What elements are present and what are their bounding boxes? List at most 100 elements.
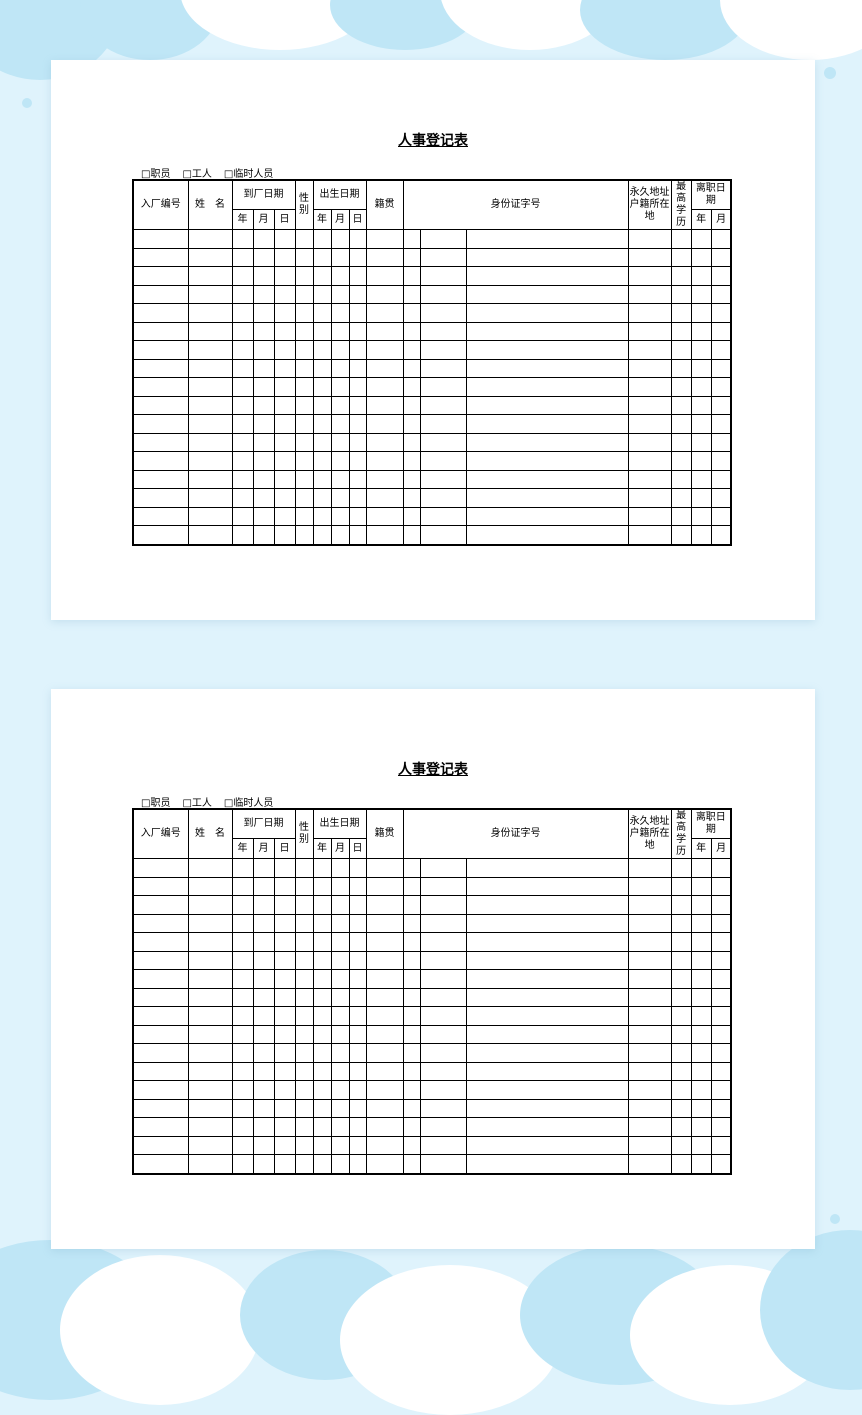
table-cell[interactable] [348,950,367,970]
table-cell[interactable] [187,1117,233,1137]
table-cell[interactable] [187,506,233,526]
table-cell[interactable] [132,469,189,489]
table-cell[interactable] [710,876,732,896]
table-cell[interactable] [627,377,672,397]
table-cell[interactable] [231,1117,254,1137]
table-cell[interactable] [365,506,404,526]
table-cell[interactable] [187,525,233,545]
table-cell[interactable] [710,321,732,341]
checkbox-option[interactable]: □临时人员 [223,169,274,180]
table-cell[interactable] [273,987,296,1007]
table-cell[interactable] [690,987,712,1007]
table-cell[interactable] [670,414,692,434]
table-cell[interactable] [132,932,189,952]
table-cell[interactable] [294,488,314,508]
table-cell[interactable] [690,895,712,915]
table-cell[interactable] [465,266,629,286]
table-cell[interactable] [312,950,332,970]
table-cell[interactable] [312,506,332,526]
table-cell[interactable] [348,987,367,1007]
table-cell[interactable] [365,858,404,878]
table-cell[interactable] [252,266,275,286]
table-cell[interactable] [273,1098,296,1118]
table-cell[interactable] [402,876,421,896]
table-cell[interactable] [402,950,421,970]
table-cell[interactable] [710,451,732,471]
table-cell[interactable] [627,321,672,341]
table-cell[interactable] [187,1061,233,1081]
table-cell[interactable] [231,414,254,434]
table-cell[interactable] [402,340,421,360]
table-cell[interactable] [252,340,275,360]
table-cell[interactable] [402,1024,421,1044]
table-cell[interactable] [294,506,314,526]
table-cell[interactable] [690,432,712,452]
table-cell[interactable] [710,1043,732,1063]
table-cell[interactable] [627,340,672,360]
table-cell[interactable] [365,1117,404,1137]
table-cell[interactable] [670,1154,692,1174]
table-cell[interactable] [273,1024,296,1044]
table-cell[interactable] [670,506,692,526]
table-cell[interactable] [348,377,367,397]
table-cell[interactable] [710,284,732,304]
table-cell[interactable] [627,395,672,415]
table-cell[interactable] [365,876,404,896]
table-cell[interactable] [294,525,314,545]
table-cell[interactable] [294,932,314,952]
table-cell[interactable] [670,950,692,970]
table-cell[interactable] [348,488,367,508]
table-cell[interactable] [312,1061,332,1081]
table-cell[interactable] [627,303,672,323]
table-cell[interactable] [273,913,296,933]
table-cell[interactable] [187,969,233,989]
table-cell[interactable] [330,451,350,471]
table-cell[interactable] [187,395,233,415]
table-cell[interactable] [312,247,332,267]
table-cell[interactable] [348,858,367,878]
table-cell[interactable] [252,969,275,989]
table-cell[interactable] [312,1098,332,1118]
table-cell[interactable] [365,266,404,286]
table-cell[interactable] [312,525,332,545]
table-cell[interactable] [312,321,332,341]
table-cell[interactable] [330,969,350,989]
table-cell[interactable] [348,1080,367,1100]
table-cell[interactable] [348,303,367,323]
table-cell[interactable] [402,469,421,489]
table-cell[interactable] [670,858,692,878]
table-cell[interactable] [710,913,732,933]
table-cell[interactable] [294,1117,314,1137]
table-cell[interactable] [402,395,421,415]
table-cell[interactable] [273,414,296,434]
table-cell[interactable] [670,932,692,952]
table-cell[interactable] [252,858,275,878]
table-cell[interactable] [273,303,296,323]
table-cell[interactable] [294,1098,314,1118]
table-cell[interactable] [330,1061,350,1081]
table-cell[interactable] [465,469,629,489]
table-cell[interactable] [252,1135,275,1155]
table-cell[interactable] [187,1135,233,1155]
table-cell[interactable] [294,451,314,471]
table-cell[interactable] [710,1024,732,1044]
table-cell[interactable] [465,358,629,378]
table-cell[interactable] [312,303,332,323]
table-cell[interactable] [627,1098,672,1118]
table-cell[interactable] [294,303,314,323]
table-cell[interactable] [465,1024,629,1044]
table-cell[interactable] [252,1098,275,1118]
table-cell[interactable] [187,432,233,452]
table-cell[interactable] [348,969,367,989]
table-cell[interactable] [231,266,254,286]
table-cell[interactable] [294,1080,314,1100]
table-cell[interactable] [132,340,189,360]
table-cell[interactable] [419,358,467,378]
table-cell[interactable] [402,1061,421,1081]
table-cell[interactable] [312,1043,332,1063]
table-cell[interactable] [312,488,332,508]
table-cell[interactable] [252,358,275,378]
table-cell[interactable] [402,266,421,286]
table-cell[interactable] [187,377,233,397]
table-cell[interactable] [465,895,629,915]
